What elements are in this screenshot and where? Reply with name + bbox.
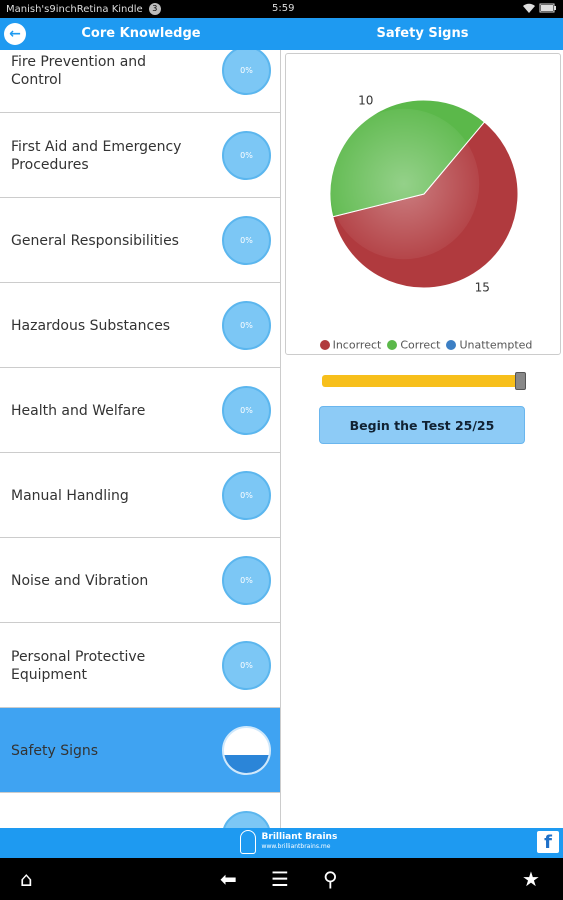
- question-count-slider[interactable]: [322, 372, 526, 390]
- slider-thumb[interactable]: [515, 372, 526, 390]
- progress-circle: 0%: [222, 131, 271, 180]
- menu-icon[interactable]: ☰: [271, 867, 289, 891]
- arrow-left-icon: ←: [9, 26, 21, 42]
- facebook-icon[interactable]: f: [537, 831, 559, 853]
- begin-test-button[interactable]: Begin the Test 25/25: [319, 406, 525, 444]
- legend-swatch: [319, 340, 330, 350]
- footer-bar: Brilliant Brains www.brilliantbrains.me …: [0, 828, 563, 858]
- pie-data-label: 10: [358, 94, 373, 108]
- topic-item[interactable]: General Responsibilities 0%: [0, 198, 280, 283]
- wifi-icon: [522, 3, 535, 13]
- topic-item[interactable]: Health and Welfare 0%: [0, 368, 280, 453]
- progress-circle: 0%: [222, 471, 271, 520]
- progress-text: 0%: [240, 151, 253, 160]
- topic-item[interactable]: Hazardous Substances 0%: [0, 283, 280, 368]
- brand-logo[interactable]: Brilliant Brains www.brilliantbrains.me: [240, 830, 337, 854]
- topic-label: General Responsibilities: [11, 232, 179, 249]
- progress-text: 0%: [240, 406, 253, 415]
- topic-item[interactable]: Fire Prevention and Control 0%: [0, 50, 280, 113]
- topic-list[interactable]: Fire Prevention and Control 0% First Aid a…: [0, 50, 281, 828]
- progress-circle: 0%: [222, 556, 271, 605]
- system-nav-bar: ⌂ ⬅ ☰ ⚲ ★: [0, 858, 563, 900]
- topic-label: Site Transport and Lifting: [11, 793, 201, 829]
- home-icon[interactable]: ⌂: [20, 867, 33, 891]
- results-panel: 15 10 Incorrect Correct Unattempted Begin t…: [282, 50, 563, 828]
- search-icon[interactable]: ⚲: [323, 867, 338, 891]
- legend-swatch: [387, 340, 398, 350]
- progress-text: 40%: [236, 745, 257, 755]
- progress-circle: 0%: [222, 216, 271, 265]
- chart-legend: Incorrect Correct Unattempted: [286, 338, 560, 352]
- topic-item[interactable]: Noise and Vibration 0%: [0, 538, 280, 623]
- legend-label: Correct: [400, 338, 441, 352]
- brain-logo-icon: [240, 830, 256, 854]
- topic-label: Manual Handling: [11, 487, 129, 504]
- progress-circle: 0%: [222, 301, 271, 350]
- brand-name: Brilliant Brains: [261, 832, 338, 842]
- page-title: Safety Signs: [376, 26, 469, 41]
- pie-data-label: 15: [475, 280, 490, 294]
- progress-text: 0%: [240, 661, 253, 670]
- topic-item[interactable]: Safety Signs 40%: [0, 708, 280, 793]
- progress-text: 0%: [240, 321, 253, 330]
- topic-item[interactable]: Personal Protective Equipment 0%: [0, 623, 280, 708]
- app-header: ← Core Knowledge Safety Signs: [0, 18, 563, 50]
- topic-item[interactable]: First Aid and Emergency Procedures 0%: [0, 113, 280, 198]
- back-button[interactable]: ←: [4, 23, 26, 45]
- progress-text: 0%: [240, 236, 253, 245]
- topic-label: Health and Welfare: [11, 402, 146, 419]
- results-chart: 15 10 Incorrect Correct Unattempted: [285, 53, 561, 355]
- legend-label: Incorrect: [332, 338, 382, 352]
- brand-url: www.brilliantbrains.me: [261, 843, 331, 850]
- progress-text: 0%: [240, 66, 253, 75]
- topic-item[interactable]: Site Transport and Lifting 0%: [0, 793, 280, 829]
- legend-label: Unattempted: [459, 338, 533, 352]
- topic-label: Fire Prevention and Control: [11, 53, 147, 88]
- topic-label: Hazardous Substances: [11, 317, 171, 334]
- progress-fill: [224, 755, 269, 773]
- notification-badge: 3: [148, 3, 161, 15]
- topic-item[interactable]: Manual Handling 0%: [0, 453, 280, 538]
- legend-swatch: [446, 340, 457, 350]
- status-bar: Manish's9inchRetina Kindle 3 5:59: [0, 0, 563, 18]
- star-icon[interactable]: ★: [522, 867, 540, 891]
- battery-icon: [539, 3, 556, 13]
- topic-label: Noise and Vibration: [11, 572, 149, 589]
- progress-text: 0%: [240, 576, 253, 585]
- topic-label: First Aid and Emergency Procedures: [11, 138, 182, 173]
- progress-circle: 0%: [222, 50, 271, 95]
- device-name: Manish's9inchRetina Kindle: [6, 4, 143, 15]
- topic-label: Personal Protective Equipment: [11, 648, 146, 683]
- progress-circle: 0%: [222, 811, 271, 828]
- progress-circle: 40%: [222, 726, 271, 775]
- clock: 5:59: [272, 3, 295, 14]
- progress-text: 0%: [240, 491, 253, 500]
- progress-circle: 0%: [222, 641, 271, 690]
- progress-circle: 0%: [222, 386, 271, 435]
- back-arrow-icon[interactable]: ⬅: [220, 867, 237, 891]
- topic-label: Safety Signs: [11, 742, 99, 759]
- section-title: Core Knowledge: [81, 26, 201, 41]
